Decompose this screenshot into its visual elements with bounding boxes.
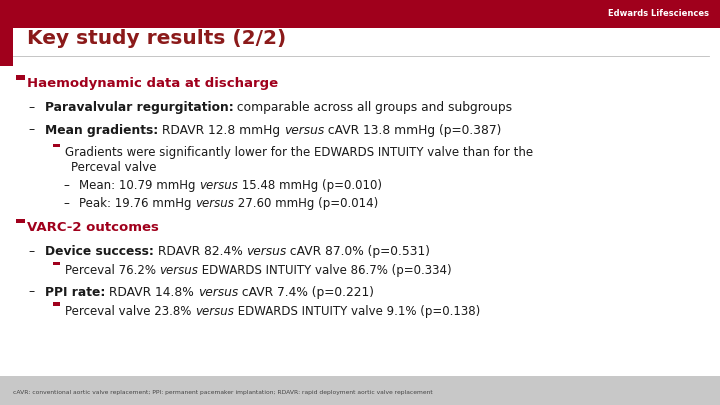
Text: versus: versus xyxy=(195,305,234,318)
Text: versus: versus xyxy=(199,179,238,192)
Text: cAVR 7.4% (p=0.221): cAVR 7.4% (p=0.221) xyxy=(238,286,374,298)
Text: –: – xyxy=(29,101,35,114)
Text: cAVR 87.0% (p=0.531): cAVR 87.0% (p=0.531) xyxy=(287,245,431,258)
Text: –: – xyxy=(29,286,35,298)
Bar xyxy=(0,0,720,28)
Text: comparable across all groups and subgroups: comparable across all groups and subgrou… xyxy=(233,101,513,114)
Text: versus: versus xyxy=(160,264,199,277)
Bar xyxy=(53,144,60,147)
Text: –: – xyxy=(29,124,35,136)
Text: versus: versus xyxy=(195,197,234,210)
Text: –: – xyxy=(29,245,35,258)
Text: PPI rate:: PPI rate: xyxy=(45,286,105,298)
Bar xyxy=(53,262,60,265)
Text: Device success:: Device success: xyxy=(45,245,153,258)
Text: cAVR: conventional aortic valve replacement; PPI: permanent pacemaker implantati: cAVR: conventional aortic valve replacem… xyxy=(13,390,433,395)
Bar xyxy=(53,302,60,306)
Text: Peak: 19.76 mmHg: Peak: 19.76 mmHg xyxy=(79,197,195,210)
Text: –: – xyxy=(63,197,69,210)
Text: –: – xyxy=(63,179,69,192)
Text: Edwards Lifesciences: Edwards Lifesciences xyxy=(608,9,709,18)
Text: EDWARDS INTUITY valve 9.1% (p=0.138): EDWARDS INTUITY valve 9.1% (p=0.138) xyxy=(234,305,480,318)
Text: RDAVR 14.8%: RDAVR 14.8% xyxy=(105,286,197,298)
Text: cAVR 13.8 mmHg (p=0.387): cAVR 13.8 mmHg (p=0.387) xyxy=(324,124,502,136)
Text: Perceval 76.2%: Perceval 76.2% xyxy=(65,264,160,277)
Text: versus: versus xyxy=(284,124,324,136)
Text: Paravalvular regurgitation:: Paravalvular regurgitation: xyxy=(45,101,233,114)
Text: 27.60 mmHg (p=0.014): 27.60 mmHg (p=0.014) xyxy=(234,197,379,210)
Text: Perceval valve: Perceval valve xyxy=(71,161,156,174)
Bar xyxy=(16,219,25,224)
Text: Key study results (2/2): Key study results (2/2) xyxy=(27,29,287,48)
Text: Perceval valve 23.8%: Perceval valve 23.8% xyxy=(65,305,195,318)
Bar xyxy=(0,28,13,66)
Text: versus: versus xyxy=(246,245,287,258)
Text: Mean gradients:: Mean gradients: xyxy=(45,124,158,136)
Text: Haemodynamic data at discharge: Haemodynamic data at discharge xyxy=(27,77,279,90)
Text: 15.48 mmHg (p=0.010): 15.48 mmHg (p=0.010) xyxy=(238,179,382,192)
Text: RDAVR 12.8 mmHg: RDAVR 12.8 mmHg xyxy=(158,124,284,136)
Bar xyxy=(0,376,720,405)
Text: Mean: 10.79 mmHg: Mean: 10.79 mmHg xyxy=(79,179,199,192)
Bar xyxy=(16,75,25,79)
Text: versus: versus xyxy=(197,286,238,298)
Text: RDAVR 82.4%: RDAVR 82.4% xyxy=(153,245,246,258)
Text: VARC-2 outcomes: VARC-2 outcomes xyxy=(27,221,159,234)
Text: EDWARDS INTUITY valve 86.7% (p=0.334): EDWARDS INTUITY valve 86.7% (p=0.334) xyxy=(199,264,452,277)
Text: Gradients were significantly lower for the EDWARDS INTUITY valve than for the: Gradients were significantly lower for t… xyxy=(65,146,533,159)
